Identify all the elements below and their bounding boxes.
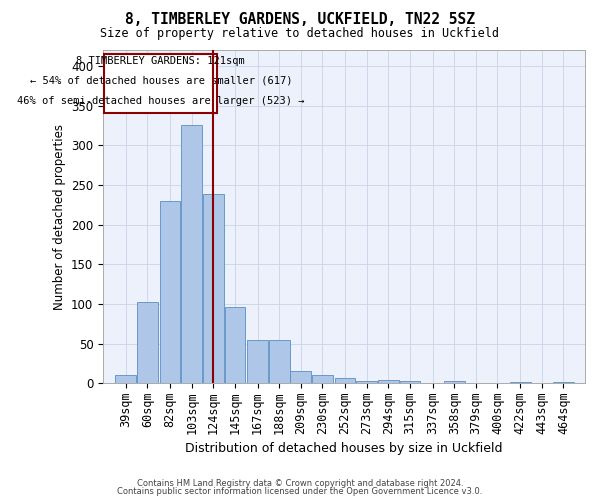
Bar: [224, 307, 245, 384]
Text: 46% of semi-detached houses are larger (523) →: 46% of semi-detached houses are larger (…: [17, 96, 305, 106]
Bar: [510, 382, 530, 384]
Y-axis label: Number of detached properties: Number of detached properties: [53, 124, 65, 310]
Bar: [335, 378, 355, 384]
Text: 8, TIMBERLEY GARDENS, UCKFIELD, TN22 5SZ: 8, TIMBERLEY GARDENS, UCKFIELD, TN22 5SZ: [125, 12, 475, 28]
X-axis label: Distribution of detached houses by size in Uckfield: Distribution of detached houses by size …: [185, 442, 503, 455]
Bar: [444, 381, 464, 384]
Bar: [137, 302, 158, 384]
Text: Size of property relative to detached houses in Uckfield: Size of property relative to detached ho…: [101, 28, 499, 40]
Bar: [553, 382, 574, 384]
Bar: [247, 340, 268, 384]
Bar: [269, 340, 290, 384]
Text: 8 TIMBERLEY GARDENS: 121sqm: 8 TIMBERLEY GARDENS: 121sqm: [76, 56, 245, 66]
Bar: [356, 381, 377, 384]
Bar: [115, 376, 136, 384]
Bar: [312, 374, 333, 384]
Text: Contains public sector information licensed under the Open Government Licence v3: Contains public sector information licen…: [118, 488, 482, 496]
Bar: [378, 380, 399, 384]
Bar: [181, 126, 202, 384]
Bar: [160, 201, 181, 384]
Bar: [203, 194, 224, 384]
Text: ← 54% of detached houses are smaller (617): ← 54% of detached houses are smaller (61…: [29, 76, 292, 86]
Bar: [400, 381, 421, 384]
Bar: [290, 372, 311, 384]
Text: Contains HM Land Registry data © Crown copyright and database right 2024.: Contains HM Land Registry data © Crown c…: [137, 478, 463, 488]
FancyBboxPatch shape: [104, 54, 217, 114]
